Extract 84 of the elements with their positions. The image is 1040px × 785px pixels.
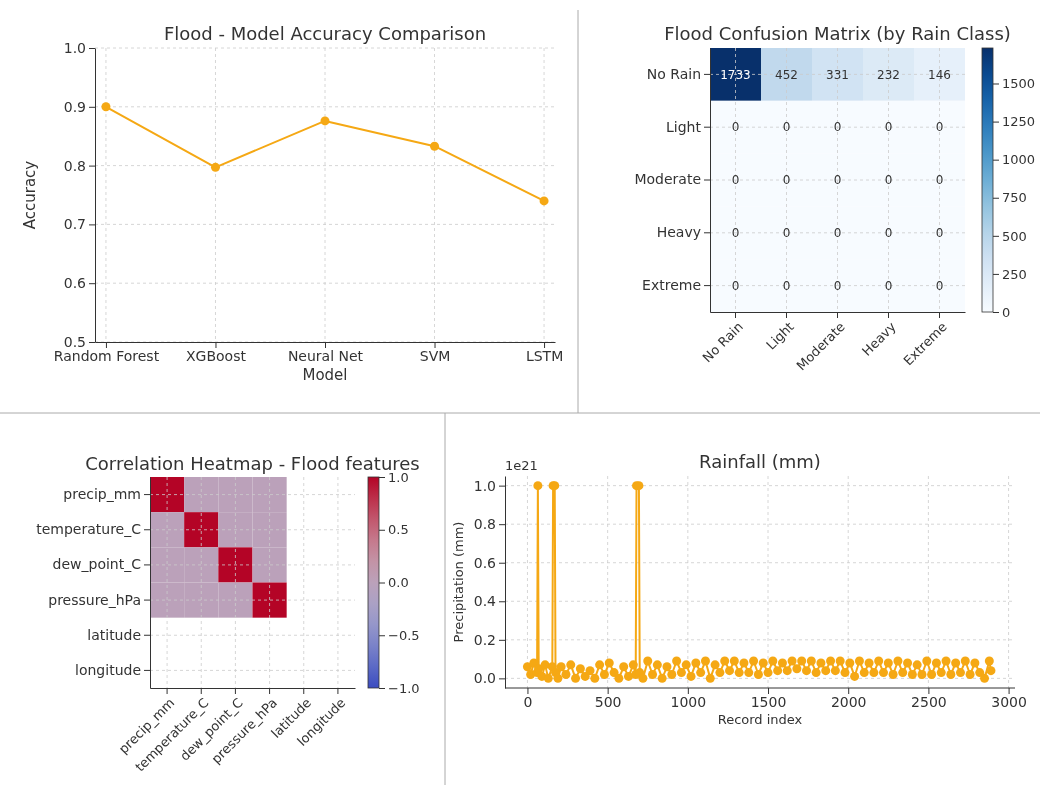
data-label: 0 bbox=[731, 278, 740, 293]
data-label: 0 bbox=[782, 226, 791, 240]
color-bar-label: 1000 bbox=[1002, 152, 1036, 168]
data-label: 0 bbox=[884, 173, 893, 188]
y-tick-label: Light bbox=[666, 118, 702, 135]
x-tick-label: LSTM bbox=[525, 347, 564, 364]
point bbox=[430, 141, 440, 151]
data-label: 0 bbox=[731, 226, 740, 240]
color-bar-label: −0.5 bbox=[388, 627, 420, 643]
y-tick-label: 1.0 bbox=[63, 39, 86, 56]
data-label: 0 bbox=[782, 278, 791, 293]
point bbox=[539, 196, 549, 206]
y-tick-label: Moderate bbox=[634, 171, 701, 188]
y-tick-label: 0.6 bbox=[473, 554, 497, 571]
x-tick-label: 1000 bbox=[670, 693, 707, 710]
data-label: 0 bbox=[833, 278, 842, 293]
data-label: 0 bbox=[884, 226, 893, 240]
y-tick-label: precip_mm bbox=[63, 486, 141, 503]
y-tick-label: temperature_C bbox=[36, 521, 142, 538]
point bbox=[101, 102, 111, 112]
chart-title: Flood Confusion Matrix (by Rain Class) bbox=[664, 23, 1011, 44]
data-label: 0 bbox=[884, 278, 893, 293]
y-tick-label: 0.5 bbox=[63, 333, 86, 350]
data-label: 0 bbox=[782, 173, 791, 188]
x-tick-label: 2500 bbox=[911, 693, 947, 710]
data-label: 0 bbox=[833, 120, 842, 135]
chart-title: Flood - Model Accuracy Comparison bbox=[163, 23, 487, 44]
y-tick-label: 0.0 bbox=[473, 670, 496, 687]
color-bar-label: 1500 bbox=[1002, 76, 1036, 92]
color-bar-label: 750 bbox=[1002, 190, 1027, 206]
data-label: 331 bbox=[826, 67, 849, 82]
y-tick-label: 0.2 bbox=[473, 631, 496, 648]
color-bar-label: 0.5 bbox=[388, 522, 409, 538]
data-label: 146 bbox=[928, 67, 951, 82]
y-tick-label: 1.0 bbox=[473, 477, 496, 494]
y-tick-label: 0.7 bbox=[63, 216, 86, 233]
x-tick-label: SVM bbox=[419, 347, 451, 364]
x-tick-label: 2000 bbox=[830, 693, 867, 710]
y-tick-label: latitude bbox=[87, 626, 141, 643]
y-tick-label: pressure_hPa bbox=[48, 591, 141, 608]
y-tick-label: No Rain bbox=[646, 65, 701, 82]
color-bar-label: −1.0 bbox=[388, 680, 420, 696]
y-tick-label: 0.8 bbox=[473, 516, 496, 533]
color-bar-label: 0.0 bbox=[388, 575, 409, 591]
color-bar-label: 0 bbox=[1002, 304, 1011, 320]
data-label: 0 bbox=[731, 173, 740, 188]
text: 1e21 bbox=[505, 458, 538, 473]
data-label: 0 bbox=[935, 120, 944, 135]
x-tick-label: Random Forest bbox=[53, 347, 160, 364]
x-tick-label: 1500 bbox=[750, 693, 787, 710]
x-tick-label: 3000 bbox=[991, 693, 1027, 710]
y-tick-label: longitude bbox=[75, 661, 141, 678]
y-tick-label: dew_point_C bbox=[52, 556, 142, 573]
y-tick-label: Heavy bbox=[656, 224, 701, 241]
data-label: 1733 bbox=[720, 67, 751, 82]
data-label: 0 bbox=[884, 120, 893, 135]
data-label: 452 bbox=[775, 67, 798, 82]
color-bar-label: 250 bbox=[1002, 266, 1027, 282]
x-tick-label: 0 bbox=[523, 693, 533, 710]
data-label: 0 bbox=[935, 226, 944, 240]
y-axis-title: Precipitation (mm) bbox=[451, 521, 466, 643]
x-tick-label: XGBoost bbox=[185, 347, 247, 364]
y-tick-label: Extreme bbox=[642, 277, 701, 294]
y-tick-label: 0.8 bbox=[63, 157, 86, 174]
data-label: 232 bbox=[877, 67, 900, 82]
data-label: 0 bbox=[833, 173, 842, 188]
x-axis-title: Model bbox=[302, 366, 348, 384]
color-bar-label: 1250 bbox=[1002, 114, 1036, 130]
y-axis-title: Accuracy bbox=[21, 160, 39, 230]
x-tick-label: 500 bbox=[594, 693, 622, 710]
y-tick-label: 0.6 bbox=[63, 275, 87, 292]
point bbox=[210, 162, 220, 172]
chart-title: Rainfall (mm) bbox=[699, 451, 821, 472]
y-tick-label: 0.9 bbox=[63, 98, 86, 115]
y-tick-label: 0.4 bbox=[473, 593, 497, 610]
x-axis-title: Record index bbox=[717, 712, 803, 727]
data-label: 0 bbox=[731, 120, 740, 135]
data-label: 0 bbox=[935, 173, 944, 188]
data-label: 0 bbox=[833, 226, 842, 240]
x-tick-label: Neural Net bbox=[287, 347, 364, 364]
data-label: 0 bbox=[782, 120, 791, 135]
color-bar-label: 500 bbox=[1002, 228, 1027, 244]
point bbox=[320, 116, 330, 126]
data-label: 0 bbox=[935, 278, 944, 293]
